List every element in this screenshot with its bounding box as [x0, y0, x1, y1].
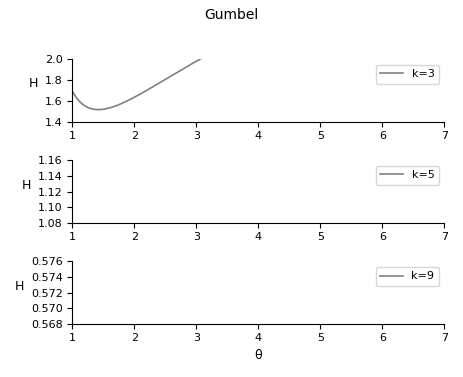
Legend: k=5: k=5 — [376, 166, 439, 185]
Text: Gumbel: Gumbel — [204, 8, 259, 21]
Y-axis label: H: H — [15, 280, 25, 293]
Legend: k=9: k=9 — [376, 267, 439, 286]
Y-axis label: H: H — [22, 179, 31, 192]
X-axis label: θ: θ — [255, 349, 262, 362]
Legend: k=3: k=3 — [376, 65, 439, 84]
Y-axis label: H: H — [29, 77, 38, 90]
